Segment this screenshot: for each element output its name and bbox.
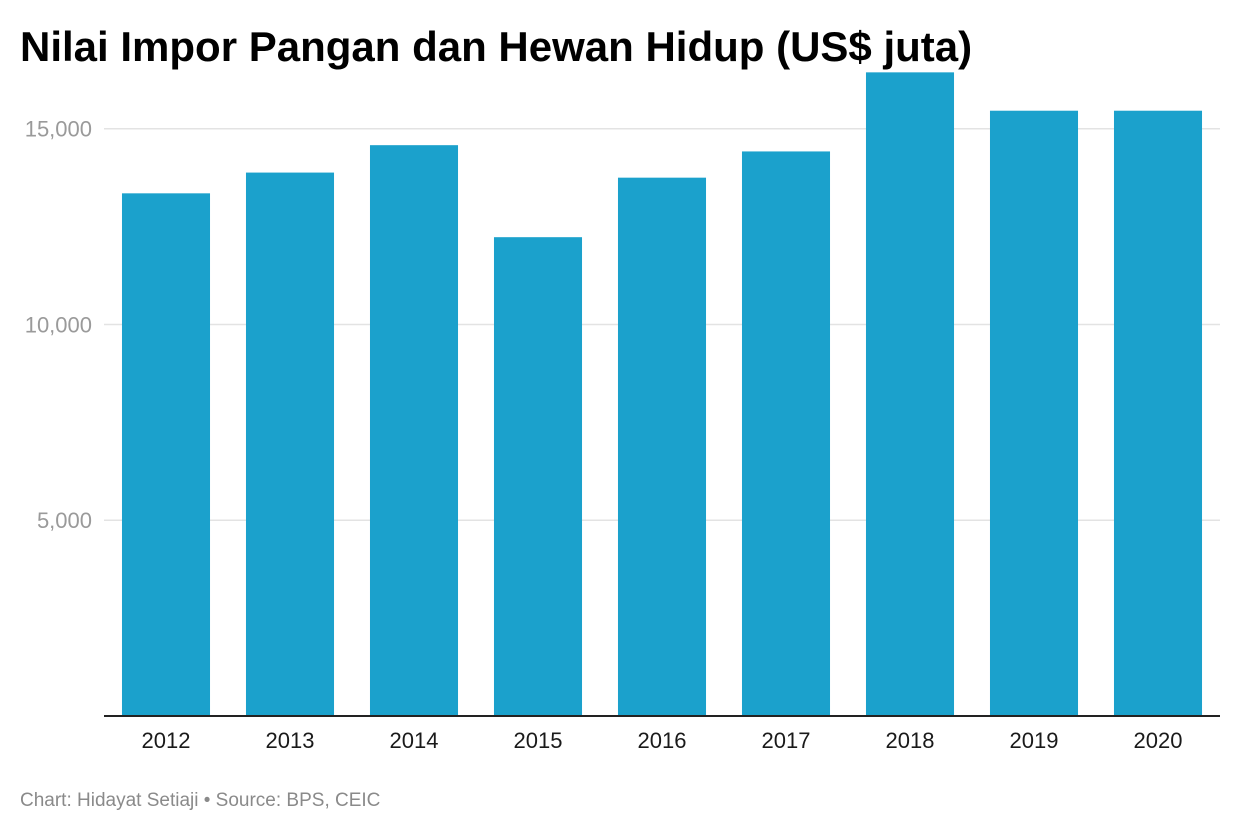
y-tick-label: 15,000 [25,117,92,142]
x-tick-label: 2018 [886,728,935,753]
bar-2014 [369,145,459,717]
bar-2016 [617,177,707,716]
bar-2018 [865,72,955,716]
chart-credit-source: Chart: Hidayat Setiaji • Source: BPS, CE… [20,790,381,811]
bar-2017 [741,151,831,716]
chart-title: Nilai Impor Pangan dan Hewan Hidup (US$ … [20,23,973,70]
y-axis-ticks: 5,000 10,000 15,000 [25,117,92,534]
x-tick-label: 2016 [638,728,687,753]
bars [121,72,1203,717]
x-tick-label: 2013 [266,728,315,753]
bar-2019 [989,110,1079,716]
bar-2020 [1113,110,1203,716]
x-axis: 2012 2013 2014 2015 2016 2017 2018 2019 2020 [104,715,1220,753]
x-tick-label: 2014 [390,728,439,753]
x-tick-label: 2015 [514,728,563,753]
x-tick-label: 2017 [762,728,811,753]
bar-2015 [493,237,583,716]
bar-2012 [121,193,211,716]
x-tick-label: 2020 [1134,728,1183,753]
y-tick-label: 5,000 [37,508,92,533]
bar-2013 [245,172,335,716]
y-tick-label: 10,000 [25,312,92,337]
x-tick-label: 2012 [142,728,191,753]
x-tick-label: 2019 [1010,728,1059,753]
